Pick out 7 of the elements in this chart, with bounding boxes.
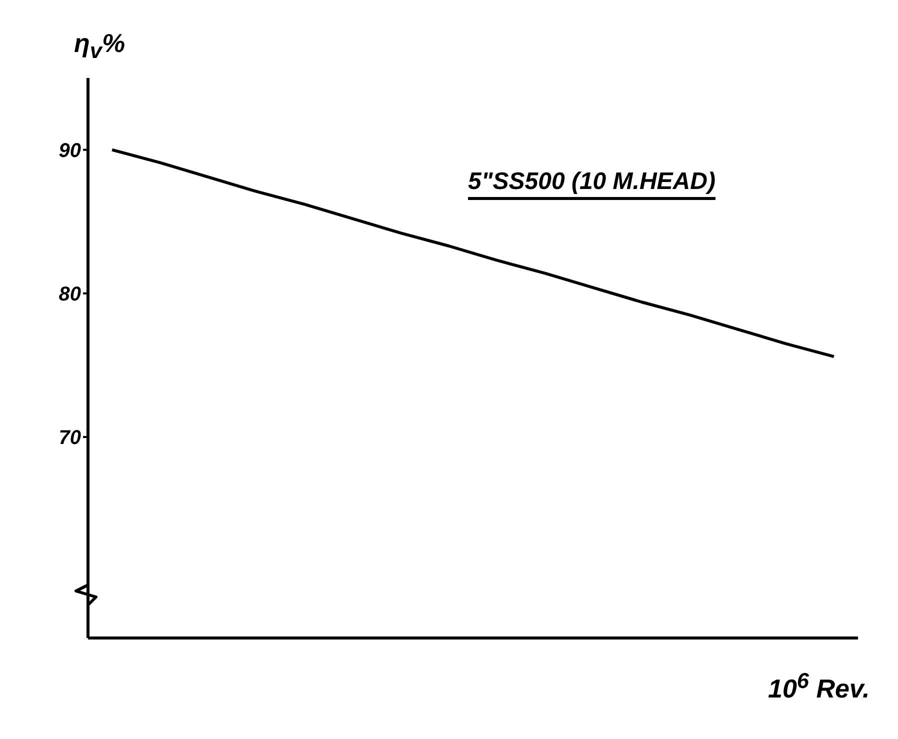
line-series: [110, 148, 836, 358]
text: 5"SS500 (10 M.HEAD): [468, 168, 716, 196]
y-tick-label: 70: [58, 427, 81, 450]
x-axis-title: 10$^{6}$ Rev.: [768, 668, 870, 705]
y-tick-label: 90: [58, 140, 81, 162]
y-axis-title: η$_{v}$%: [74, 28, 126, 64]
y-tick-label: 80: [58, 283, 81, 306]
